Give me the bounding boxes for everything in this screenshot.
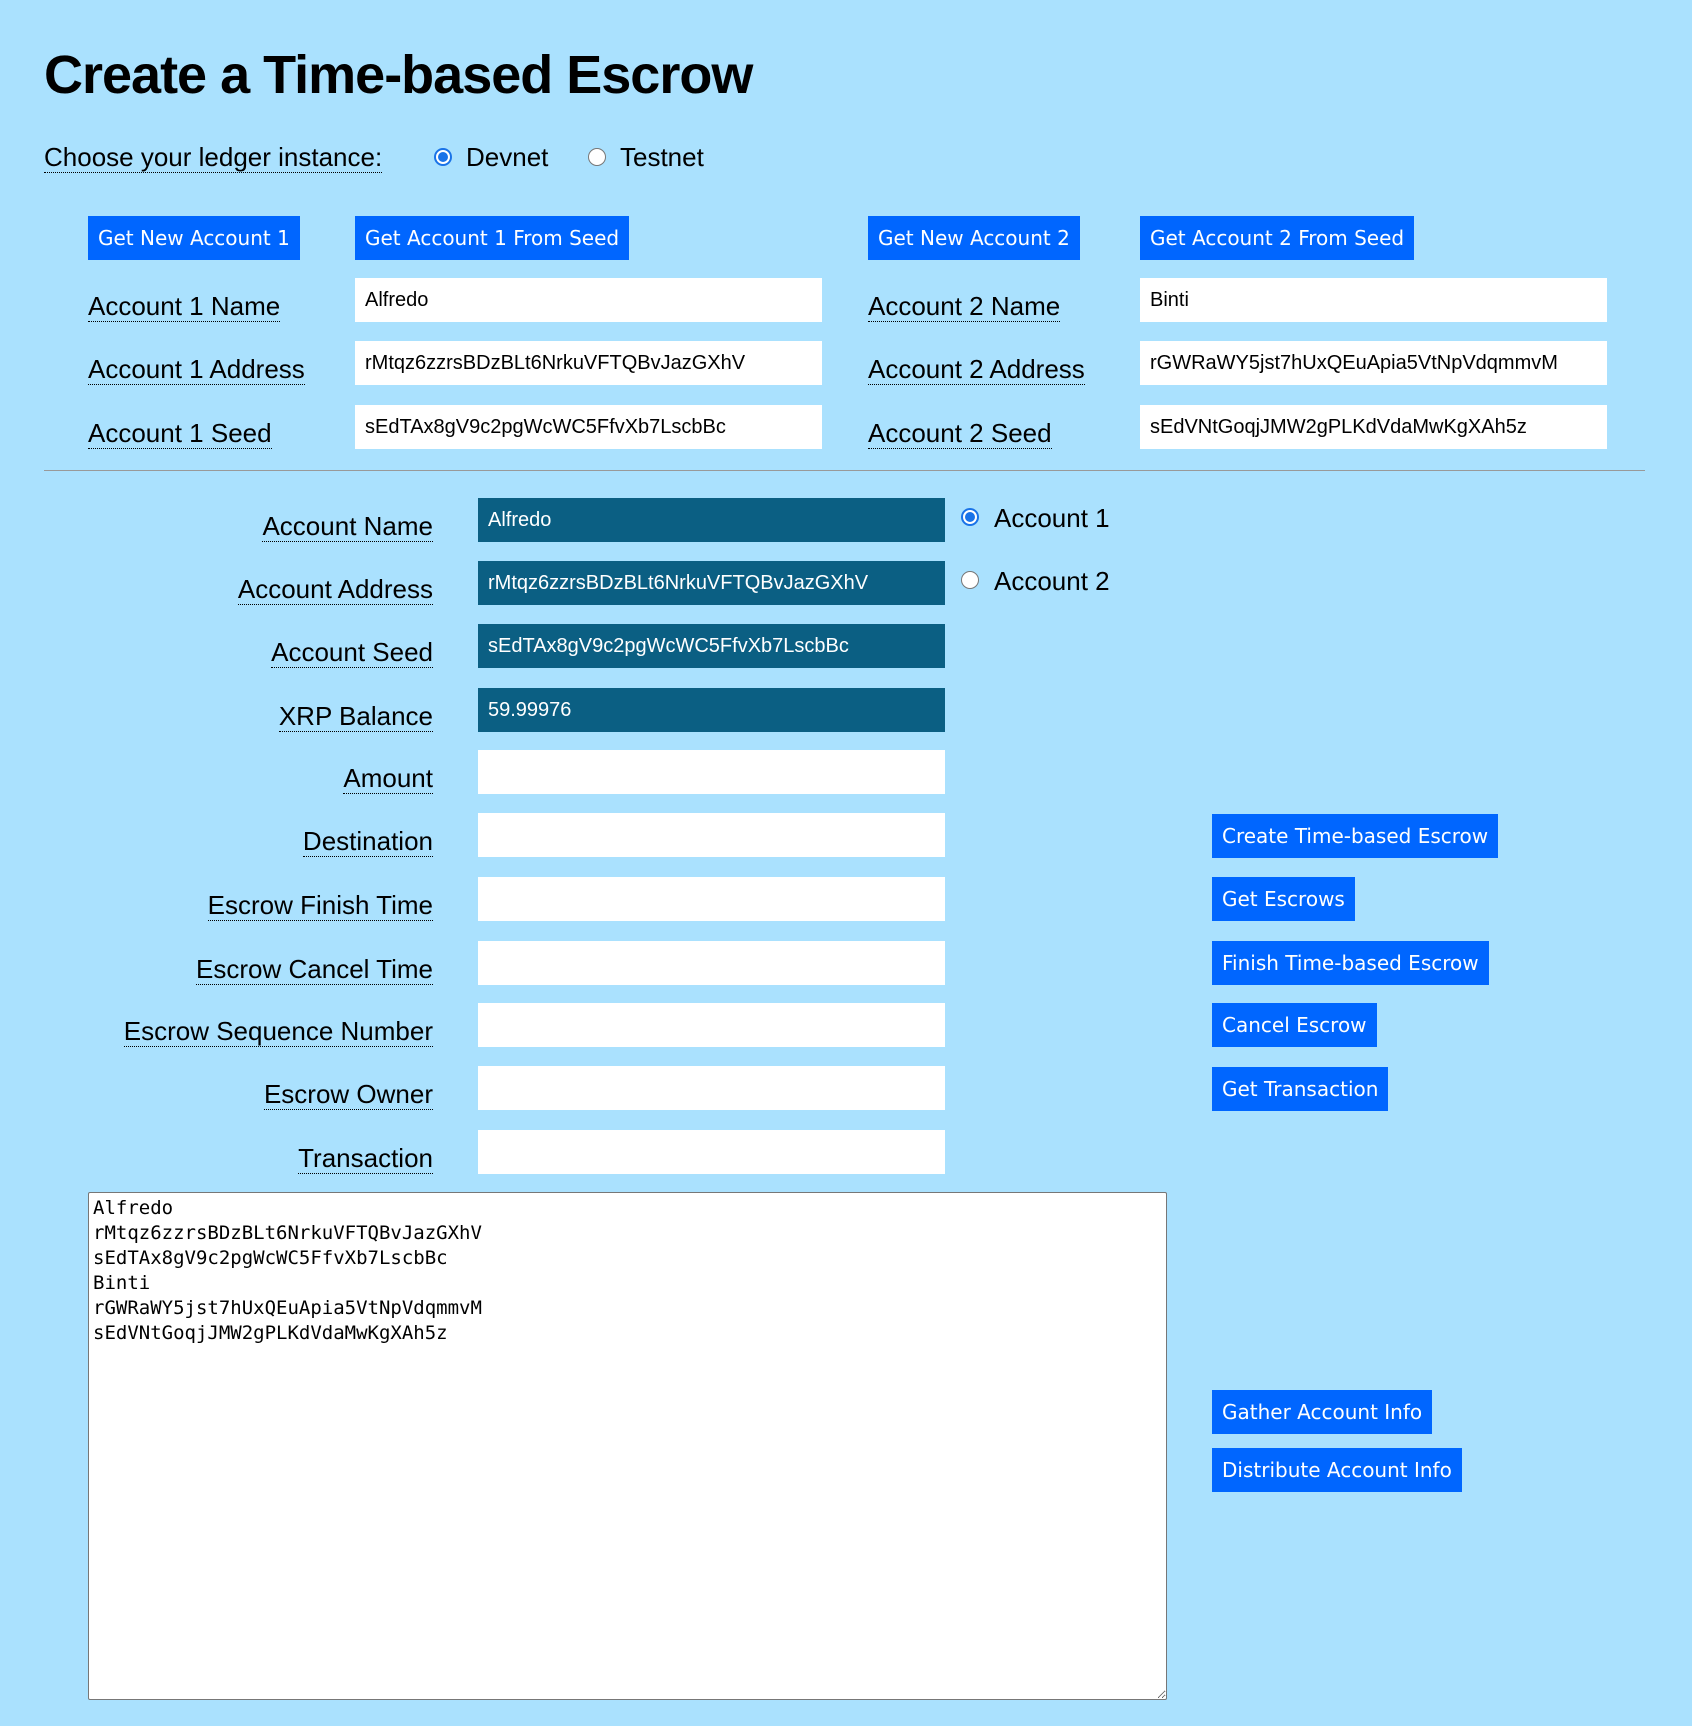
get-account-2-from-seed-button[interactable]: Get Account 2 From Seed — [1140, 216, 1415, 260]
account-2-radio-label[interactable]: Account 2 — [994, 566, 1110, 596]
account-1-seed-input[interactable] — [355, 405, 822, 449]
account-seed-label: Account Seed — [271, 637, 433, 668]
results-textarea[interactable]: Alfredo rMtqz6zzrsBDzBLt6NrkuVFTQBvJazGX… — [88, 1192, 1167, 1700]
account-2-radio[interactable] — [961, 571, 979, 589]
cancel-escrow-button[interactable]: Cancel Escrow — [1212, 1003, 1377, 1047]
devnet-radio[interactable] — [434, 148, 452, 166]
gather-account-info-button[interactable]: Gather Account Info — [1212, 1390, 1433, 1434]
finish-escrow-button[interactable]: Finish Time-based Escrow — [1212, 941, 1489, 985]
escrow-sequence-number-label: Escrow Sequence Number — [123, 1016, 433, 1047]
create-escrow-button[interactable]: Create Time-based Escrow — [1212, 814, 1499, 858]
account-1-radio[interactable] — [961, 508, 979, 526]
testnet-radio[interactable] — [588, 148, 606, 166]
account-2-seed-label: Account 2 Seed — [868, 418, 1052, 449]
get-account-1-from-seed-button[interactable]: Get Account 1 From Seed — [355, 216, 630, 260]
account-1-address-label: Account 1 Address — [88, 354, 305, 385]
account-seed-input[interactable] — [478, 624, 945, 668]
account-2-name-label: Account 2 Name — [868, 291, 1061, 322]
account-1-name-input[interactable] — [355, 278, 822, 322]
account-address-input[interactable] — [478, 561, 945, 605]
get-new-account-2-button[interactable]: Get New Account 2 — [868, 216, 1080, 260]
ledger-label: Choose your ledger instance: — [44, 142, 383, 173]
account-1-seed-label: Account 1 Seed — [88, 418, 272, 449]
escrow-cancel-time-label: Escrow Cancel Time — [196, 954, 433, 985]
account-1-address-input[interactable] — [355, 341, 822, 385]
account-1-name-label: Account 1 Name — [88, 291, 281, 322]
divider — [44, 470, 1645, 471]
get-escrows-button[interactable]: Get Escrows — [1212, 877, 1355, 921]
amount-label: Amount — [343, 763, 433, 794]
get-new-account-1-button[interactable]: Get New Account 1 — [88, 216, 300, 260]
devnet-label[interactable]: Devnet — [466, 142, 549, 172]
escrow-owner-label: Escrow Owner — [263, 1079, 433, 1110]
account-2-name-input[interactable] — [1140, 278, 1607, 322]
account-address-label: Account Address — [237, 574, 433, 605]
testnet-label[interactable]: Testnet — [620, 142, 704, 172]
account-2-address-input[interactable] — [1140, 341, 1607, 385]
account-2-seed-input[interactable] — [1140, 405, 1607, 449]
escrow-finish-time-label: Escrow Finish Time — [207, 890, 433, 921]
escrow-cancel-time-input[interactable] — [478, 941, 945, 985]
xrp-balance-label: XRP Balance — [278, 701, 433, 732]
account-name-label: Account Name — [262, 511, 433, 542]
get-transaction-button[interactable]: Get Transaction — [1212, 1067, 1389, 1111]
destination-input[interactable] — [478, 813, 945, 857]
account-2-address-label: Account 2 Address — [868, 354, 1085, 385]
xrp-balance-input[interactable] — [478, 688, 945, 732]
account-1-radio-label[interactable]: Account 1 — [994, 503, 1110, 533]
escrow-owner-input[interactable] — [478, 1066, 945, 1110]
page-title: Create a Time-based Escrow — [44, 45, 753, 105]
account-name-input[interactable] — [478, 498, 945, 542]
distribute-account-info-button[interactable]: Distribute Account Info — [1212, 1448, 1462, 1492]
amount-input[interactable] — [478, 750, 945, 794]
escrow-sequence-number-input[interactable] — [478, 1003, 945, 1047]
transaction-label: Transaction — [298, 1143, 433, 1174]
transaction-input[interactable] — [478, 1130, 945, 1174]
escrow-finish-time-input[interactable] — [478, 877, 945, 921]
destination-label: Destination — [302, 826, 433, 857]
